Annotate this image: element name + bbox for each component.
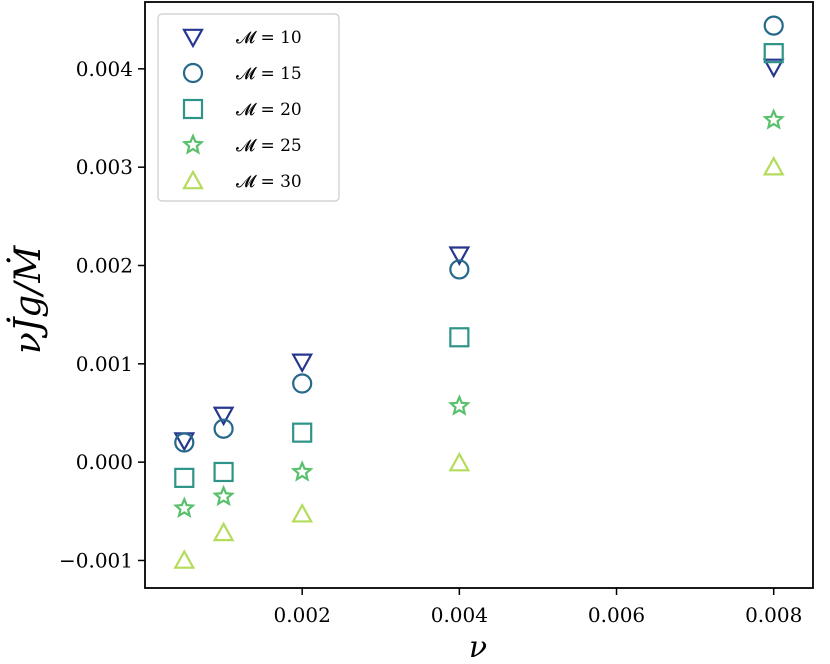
y-tick-label: 0.003	[76, 155, 133, 179]
y-tick-label: 0.002	[76, 254, 133, 278]
axis-ticks: 0.002 0.004 0.006 0.008 −0.001 0.000 0.001 0.00…	[59, 57, 802, 627]
data-point-circle	[292, 373, 313, 394]
data-point-square	[763, 43, 784, 64]
plot-area	[144, 1, 814, 589]
legend-entry-label: 𝓜 = 25	[236, 136, 302, 156]
data-point-triangle-up	[212, 521, 235, 542]
data-point-triangle-up	[762, 155, 785, 176]
legend-marker-square	[182, 98, 204, 120]
data-point-triangle-up	[291, 502, 314, 523]
legend-entry-label: 𝓜 = 10	[236, 28, 302, 48]
legend-marker-circle	[182, 62, 204, 84]
x-tick-label: 0.002	[274, 603, 331, 627]
data-point-star	[290, 460, 314, 482]
data-point-triangle-down	[212, 406, 235, 427]
x-tick-label: 0.008	[745, 603, 802, 627]
legend-box	[157, 13, 340, 202]
legend-entry-label: 𝓜 = 30	[236, 172, 302, 192]
y-axis-label: νJ̇g/Ṁ	[7, 245, 49, 354]
legend-marker-star	[181, 133, 205, 155]
legend-entry-label: 𝓜 = 20	[236, 100, 302, 120]
y-tick-label: 0.000	[76, 450, 133, 474]
legend-entry-label: 𝓜 = 15	[236, 64, 302, 84]
data-point-circle	[449, 259, 470, 280]
data-point-triangle-down	[762, 58, 785, 79]
data-point-triangle-down	[291, 353, 314, 374]
data-point-star	[762, 108, 785, 130]
legend: 𝓜 = 10 𝓜 = 15 𝓜 = 20 𝓜 = 25 𝓜 = 30	[157, 13, 340, 202]
x-tick-label: 0.006	[588, 603, 645, 627]
legend-marker-triangle-up	[182, 169, 204, 190]
y-tick-label: 0.004	[76, 57, 133, 81]
plot-frame	[144, 1, 814, 589]
data-point-star	[212, 484, 235, 507]
data-point-star	[173, 496, 196, 518]
data-point-triangle-up	[448, 451, 471, 472]
data-point-square	[174, 467, 195, 488]
data-point-square	[292, 422, 313, 443]
legend-marker-triangle-down	[182, 28, 204, 49]
data-point-star	[448, 394, 471, 416]
x-tick-label: 0.004	[431, 603, 488, 627]
data-point-square	[449, 327, 470, 348]
data-point-circle	[174, 432, 195, 453]
data-point-circle	[213, 418, 234, 439]
data-point-triangle-up	[173, 549, 196, 569]
y-tick-label: −0.001	[59, 548, 133, 572]
data-point-square	[213, 461, 234, 483]
x-axis-label: ν	[469, 630, 487, 664]
y-tick-label: 0.001	[76, 352, 133, 376]
data-point-circle	[763, 15, 784, 36]
data-point-triangle-down	[448, 246, 471, 266]
